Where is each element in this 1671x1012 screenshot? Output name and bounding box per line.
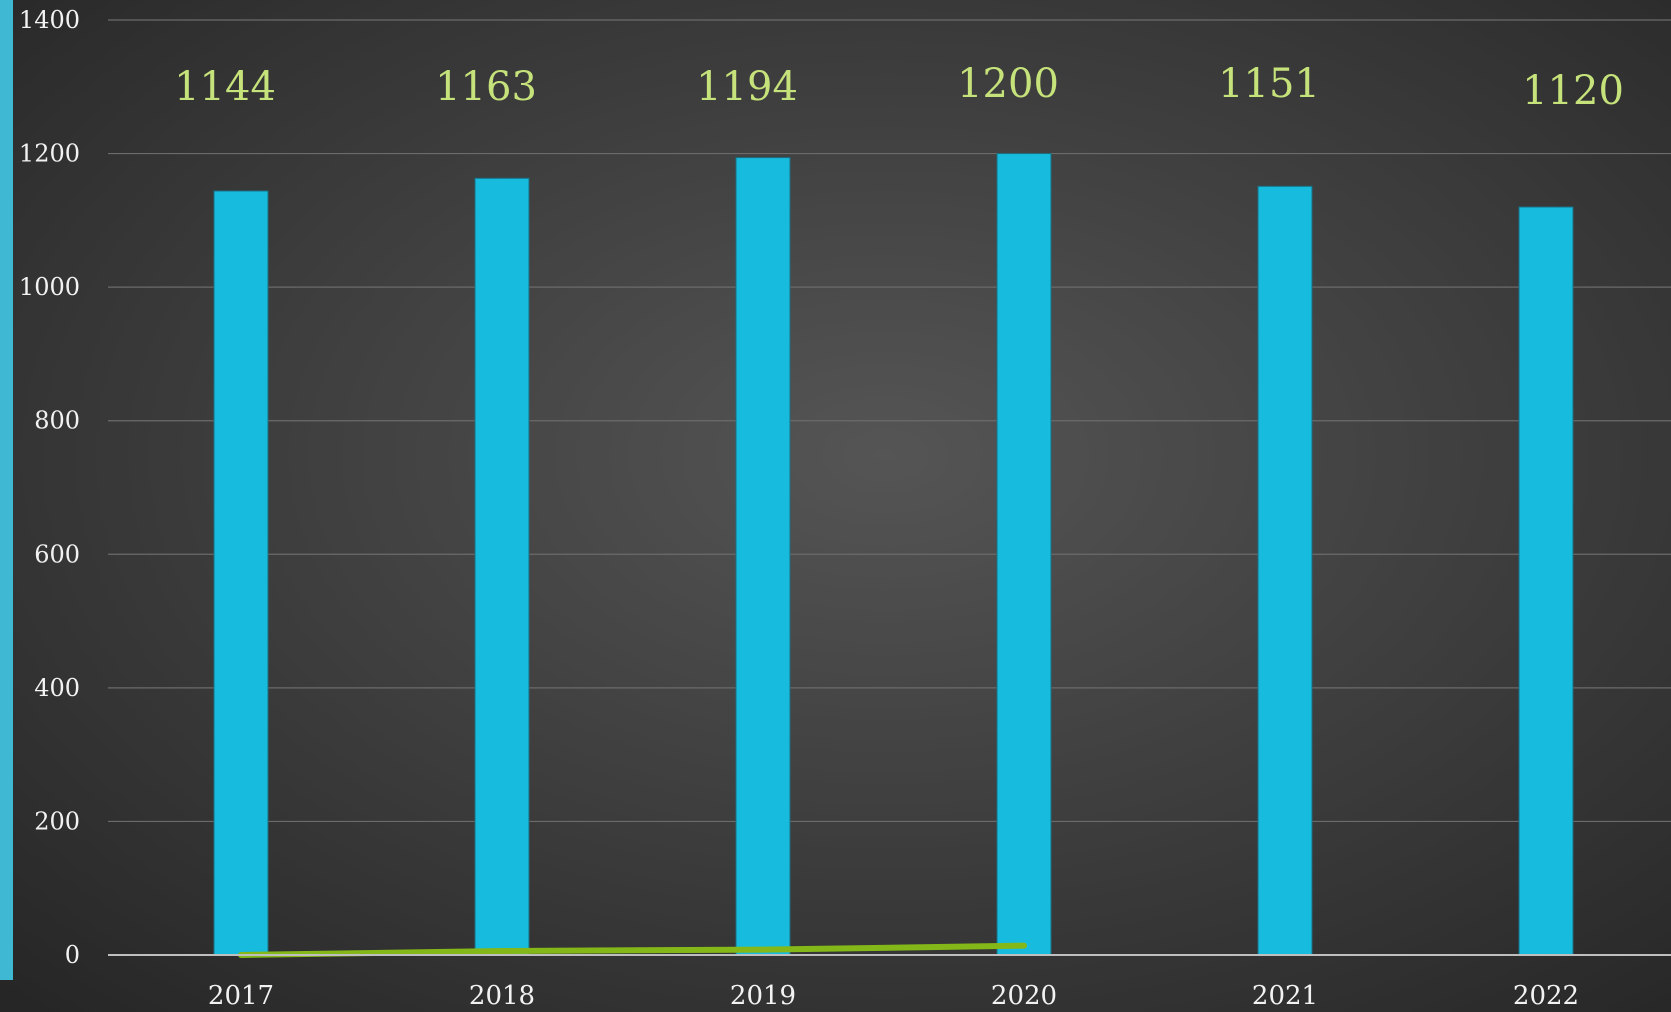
bar-2022 — [1518, 206, 1574, 956]
y-tick-label: 1200 — [19, 140, 80, 168]
y-axis-tick-labels: 0 200 400 600 800 1000 1200 1400 — [19, 6, 80, 969]
x-tick-label-2018: 2018 — [469, 981, 535, 1011]
data-label-2022: 1120 — [1522, 68, 1624, 114]
x-tick-label-2019: 2019 — [730, 981, 796, 1011]
bar-2017 — [213, 190, 269, 956]
line-series-path — [238, 942, 1027, 958]
y-tick-label: 600 — [34, 540, 80, 568]
y-tick-label: 200 — [34, 807, 80, 835]
bar-2021 — [1257, 185, 1313, 956]
data-label-2021: 1151 — [1218, 61, 1320, 107]
x-axis-tick-labels: 2017 2018 2019 2020 2021 2022 — [208, 981, 1579, 1011]
y-tick-label: 800 — [34, 407, 80, 435]
x-tick-label-2020: 2020 — [991, 981, 1057, 1011]
gridlines — [108, 19, 1671, 823]
data-labels: 1144 1163 1194 1200 1151 1120 — [174, 61, 1624, 114]
bar-2018 — [474, 177, 530, 956]
data-label-2017: 1144 — [174, 64, 276, 110]
y-tick-label: 0 — [65, 941, 80, 969]
y-tick-label: 1400 — [19, 6, 80, 34]
data-label-2018: 1163 — [435, 64, 537, 110]
line-series — [238, 942, 1027, 958]
data-label-2019: 1194 — [696, 64, 798, 110]
x-tick-label-2017: 2017 — [208, 981, 274, 1011]
bar-2019 — [735, 157, 791, 956]
x-tick-label-2021: 2021 — [1252, 981, 1318, 1011]
x-tick-label-2022: 2022 — [1513, 981, 1579, 1011]
data-label-2020: 1200 — [957, 61, 1059, 107]
bar-2020 — [996, 153, 1052, 956]
y-tick-label: 400 — [34, 674, 80, 702]
left-accent-bar — [0, 0, 13, 980]
bars — [213, 153, 1574, 956]
y-tick-label: 1000 — [19, 273, 80, 301]
